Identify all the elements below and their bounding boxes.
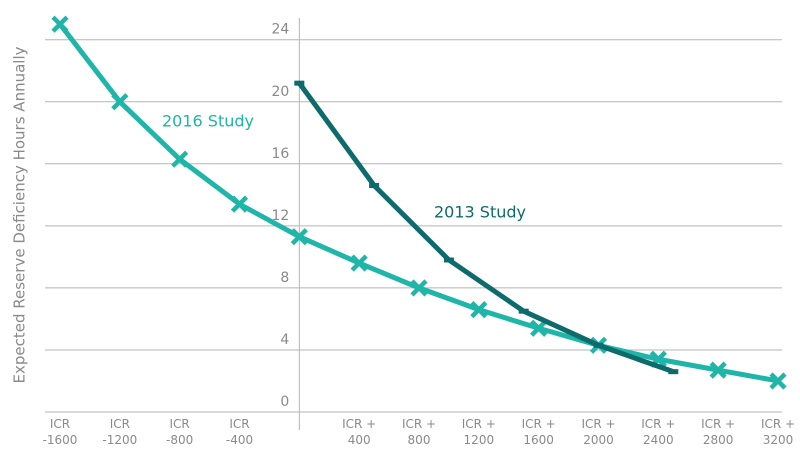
x-tick-label: ICR -1200: [102, 417, 138, 447]
x-tick-label: ICR + 2400: [641, 417, 676, 447]
marker: [350, 254, 368, 272]
x-tick-label: ICR + 800: [401, 417, 437, 447]
marker: [443, 257, 454, 263]
y-tick-label: 0: [280, 394, 289, 410]
marker: [111, 93, 129, 111]
marker: [530, 319, 548, 337]
marker: [709, 361, 727, 379]
x-tick-label: ICR + 2000: [581, 417, 616, 447]
y-tick-label: 12: [272, 208, 290, 224]
x-tick-label: ICR + 1600: [521, 417, 556, 447]
marker: [470, 301, 488, 319]
marker: [294, 80, 305, 86]
x-tick-label: ICR -400: [225, 417, 254, 447]
y-tick-label: 16: [272, 146, 290, 162]
marker: [51, 15, 69, 33]
marker: [410, 279, 428, 297]
marker: [290, 228, 308, 246]
x-tick-label: ICR + 3200: [760, 417, 796, 447]
marker: [230, 195, 249, 213]
y-tick-label: 20: [272, 84, 290, 100]
y-tick-label: 8: [280, 270, 289, 286]
y-tick-label: 4: [280, 332, 289, 348]
x-tick-label: ICR -1600: [42, 417, 78, 447]
marker: [668, 369, 679, 375]
series-label: 2016 Study: [162, 112, 254, 131]
line: [58, 22, 779, 384]
y-tick-label: 24: [272, 22, 290, 38]
series-label: 2013 Study: [434, 203, 526, 222]
y-axis-label: Expected Reserve Deficiency Hours Annual…: [11, 46, 29, 383]
marker: [518, 308, 529, 314]
marker: [769, 372, 787, 390]
x-tick-label: ICR + 1200: [461, 417, 496, 447]
marker: [593, 342, 604, 348]
marker: [369, 183, 380, 189]
x-tick-label: ICR + 400: [342, 417, 377, 447]
x-tick-label: ICR + 2800: [701, 417, 736, 447]
line: [297, 81, 675, 375]
x-tick-label: ICR -800: [166, 417, 194, 447]
marker: [171, 150, 189, 168]
